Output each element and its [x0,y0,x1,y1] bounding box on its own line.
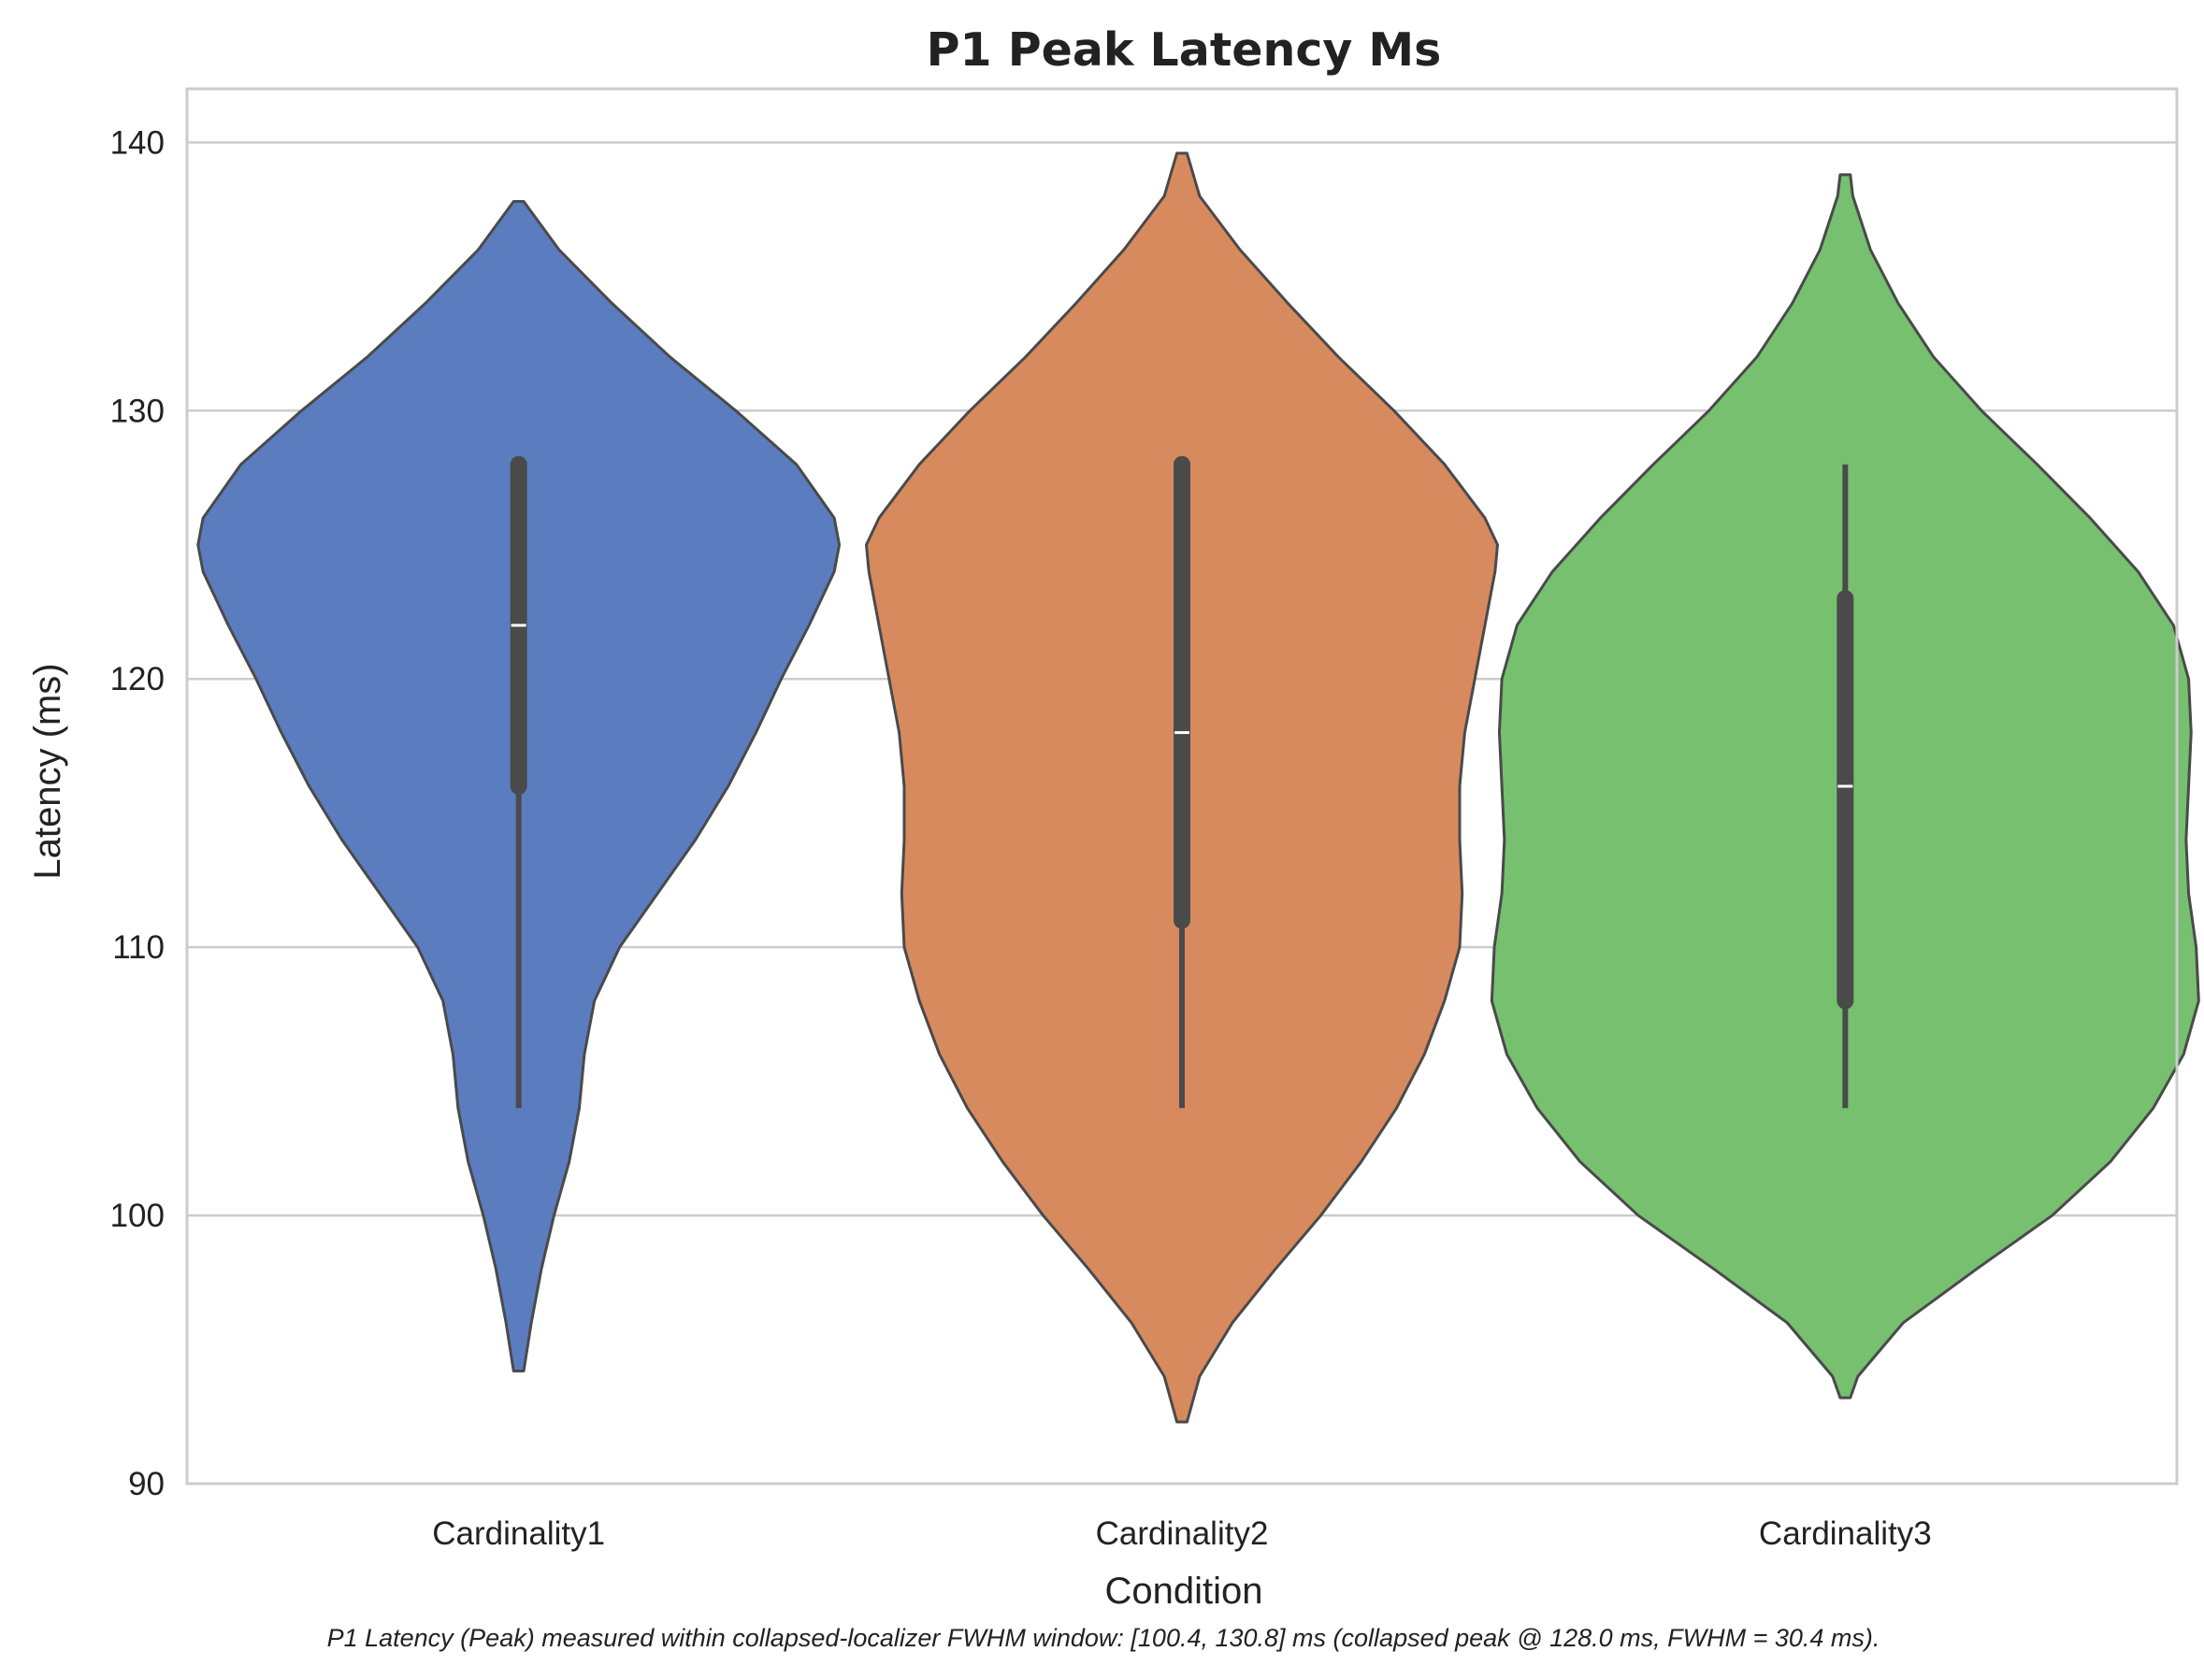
x-axis-label: Condition [1104,1571,1262,1612]
chart-title: P1 Peak Latency Ms [927,23,1442,77]
y-axis-label: Latency (ms) [27,663,68,879]
violin-cardinality3 [1490,173,2200,1400]
plot-frame [185,87,2179,1486]
y-tick-label: 120 [110,661,165,697]
y-tick-labels: 90 100 110 120 130 140 [110,124,165,1502]
figure-caption: P1 Latency (Peak) measured within collap… [327,1624,1880,1652]
y-tick-label: 130 [110,393,165,429]
x-tick-label: Cardinality1 [432,1515,605,1552]
y-tick-label: 140 [110,124,165,161]
x-tick-label: Cardinality3 [1759,1515,1932,1552]
y-tick-label: 90 [128,1466,165,1502]
x-tick-labels: Cardinality1 Cardinality2 Cardinality3 [432,1515,1931,1552]
y-tick-label: 100 [110,1198,165,1234]
x-tick-label: Cardinality2 [1096,1515,1269,1552]
violins [196,151,2200,1424]
violin-cardinality1 [196,200,842,1372]
y-tick-label: 110 [112,929,165,966]
violin-cardinality2 [865,151,1499,1424]
